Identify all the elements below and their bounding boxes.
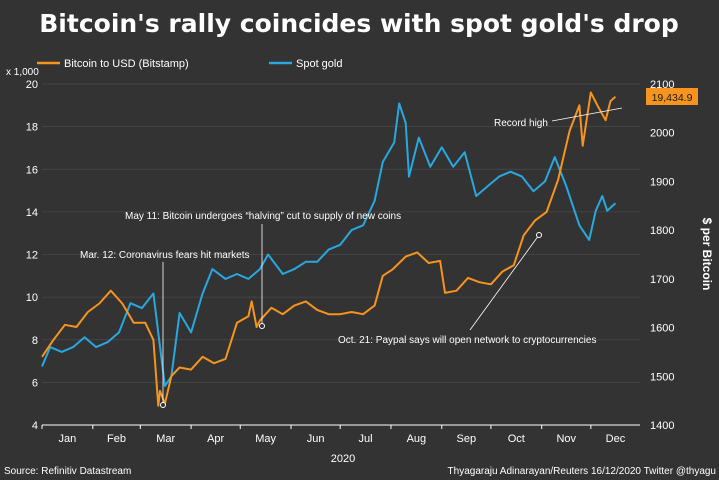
chart-title: Bitcoin's rally coincides with spot gold… (39, 9, 679, 38)
annotation-may11: May 11: Bitcoin undergoes “halving” cut … (125, 211, 401, 222)
series-line-bitcoin (41, 91, 617, 407)
annotation-record: Record high (494, 118, 548, 129)
x-tick-dec: Dec (606, 433, 626, 445)
left-axis: 4 6 8 10 12 14 16 18 20 (26, 79, 38, 432)
left-tick-16: 16 (26, 164, 38, 176)
annotation-record-line (551, 107, 623, 122)
left-tick-12: 12 (26, 250, 38, 262)
right-tick-1900: 1900 (650, 176, 674, 188)
x-tick-oct: Oct (508, 433, 525, 445)
x-tick-nov: Nov (556, 433, 576, 445)
legend-bitcoin-label: Bitcoin to USD (Bitstamp) (64, 58, 189, 70)
left-tick-6: 6 (32, 377, 38, 389)
right-tick-1500: 1500 (650, 371, 674, 383)
x-tick-jan: Jan (59, 433, 77, 445)
annotation-mar12-marker (160, 402, 166, 408)
annotation-oct21-marker (536, 232, 542, 238)
series-line-spot-gold (41, 102, 617, 387)
series-layer (41, 91, 617, 407)
left-tick-18: 18 (26, 122, 38, 134)
left-axis-unit-note: x 1,000 (6, 67, 39, 78)
annotation-may11-marker (259, 323, 265, 329)
x-tick-apr: Apr (207, 433, 224, 445)
left-tick-8: 8 (32, 335, 38, 347)
last-value-label: 19,434.9 (652, 92, 693, 104)
annotation-mar12: Mar. 12: Coronavirus fears hit markets (80, 250, 250, 261)
footer-credit: Thyagaraju Adinarayan/Reuters 16/12/2020… (448, 466, 716, 477)
right-tick-1800: 1800 (650, 225, 674, 237)
annotation-oct21-line (469, 234, 540, 331)
grid (42, 83, 640, 426)
right-tick-2000: 2000 (650, 128, 674, 140)
x-axis-year-label: 2020 (331, 453, 355, 465)
x-axis: Jan Feb Mar Apr May Jun Jul Aug Sep Oct Nov Dec (41, 424, 640, 445)
right-tick-1600: 1600 (650, 323, 674, 335)
left-tick-10: 10 (26, 292, 38, 304)
right-axis-label: $ per Bitcoin (700, 218, 714, 291)
left-tick-4: 4 (32, 420, 38, 432)
left-tick-20: 20 (26, 79, 38, 91)
annotation-oct21: Oct. 21: Paypal says will open network t… (338, 335, 596, 346)
last-value-badge (646, 88, 698, 105)
x-tick-mar: Mar (156, 433, 175, 445)
x-tick-feb: Feb (107, 433, 126, 445)
x-tick-may: May (255, 433, 276, 445)
x-tick-jun: Jun (307, 433, 325, 445)
right-tick-1400: 1400 (650, 420, 674, 432)
left-tick-14: 14 (26, 207, 38, 219)
legend-gold-label: Spot gold (296, 58, 342, 70)
x-tick-sep: Sep (457, 433, 477, 445)
footer-source: Source: Refinitiv Datastream (4, 466, 131, 477)
x-tick-jul: Jul (359, 433, 373, 445)
right-tick-1700: 1700 (650, 274, 674, 286)
x-tick-aug: Aug (407, 433, 427, 445)
